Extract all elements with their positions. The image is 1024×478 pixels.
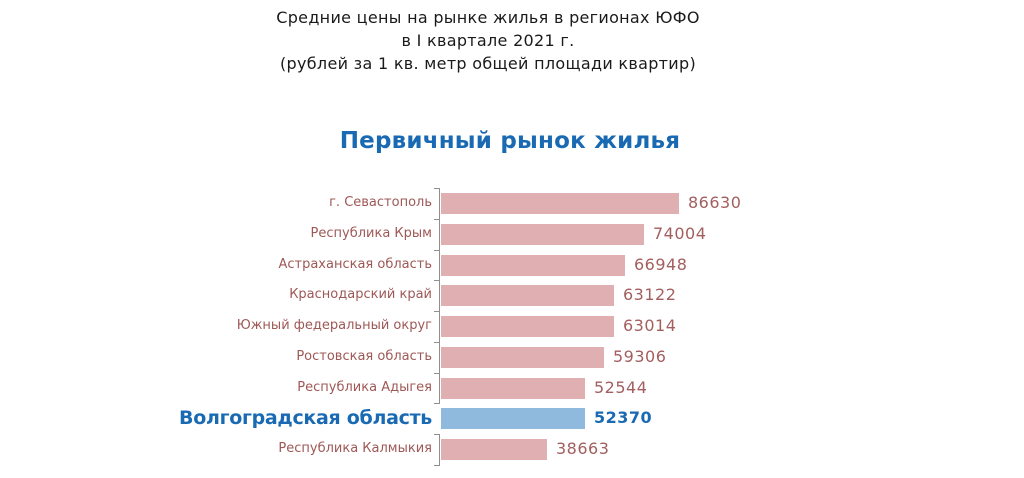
category-axis-line	[439, 434, 440, 465]
category-label: Волгоградская область	[179, 407, 432, 430]
axis-tick	[434, 311, 440, 312]
plot-area: г. Севастополь 86630 Республика Крым 74004 А…	[0, 188, 780, 468]
category-label: Астраханская область	[278, 256, 432, 272]
axis-tick	[434, 434, 440, 435]
category-label: г. Севастополь	[329, 195, 432, 210]
axis-tick	[434, 280, 440, 282]
bar	[441, 193, 679, 214]
bar	[441, 439, 547, 460]
bar	[441, 316, 614, 337]
axis-tick	[434, 372, 440, 374]
bar	[441, 408, 585, 430]
report-title: Средние цены на рынке жилья в регионах Ю…	[0, 6, 976, 75]
axis-tick	[434, 464, 440, 466]
category-label: Республика Адыгея	[297, 379, 432, 395]
axis-tick	[434, 218, 440, 220]
value-label: 63014	[623, 316, 677, 335]
value-label: 38663	[556, 439, 610, 458]
axis-tick	[434, 249, 440, 251]
axis-tick	[434, 403, 440, 405]
category-label: Краснодарский край	[289, 287, 432, 303]
report-title-line2: в I квартале 2021 г.	[401, 31, 575, 50]
bar	[441, 254, 625, 276]
category-label: Южный федеральный округ	[236, 318, 432, 333]
value-label: 59306	[613, 346, 667, 366]
value-label: 63122	[623, 285, 677, 305]
bar	[441, 223, 644, 245]
value-label: 52370	[594, 408, 653, 428]
axis-tick	[434, 341, 440, 343]
chart-title: Первичный рынок жилья	[339, 128, 681, 154]
bar	[441, 346, 604, 368]
category-label: Республика Калмыкия	[278, 441, 432, 456]
value-label: 86630	[688, 193, 742, 212]
category-label: Ростовская область	[296, 348, 432, 364]
axis-tick	[434, 188, 440, 189]
bar	[441, 285, 614, 307]
category-label: Республика Крым	[310, 225, 432, 241]
value-label: 52544	[594, 377, 648, 397]
report-title-line1: Средние цены на рынке жилья в регионах Ю…	[276, 8, 700, 27]
report-title-line3: (рублей за 1 кв. метр общей площади квар…	[279, 54, 697, 73]
value-label: 66948	[634, 254, 688, 274]
bar	[441, 377, 585, 399]
value-label: 74004	[653, 223, 707, 243]
category-axis-line	[439, 188, 440, 404]
